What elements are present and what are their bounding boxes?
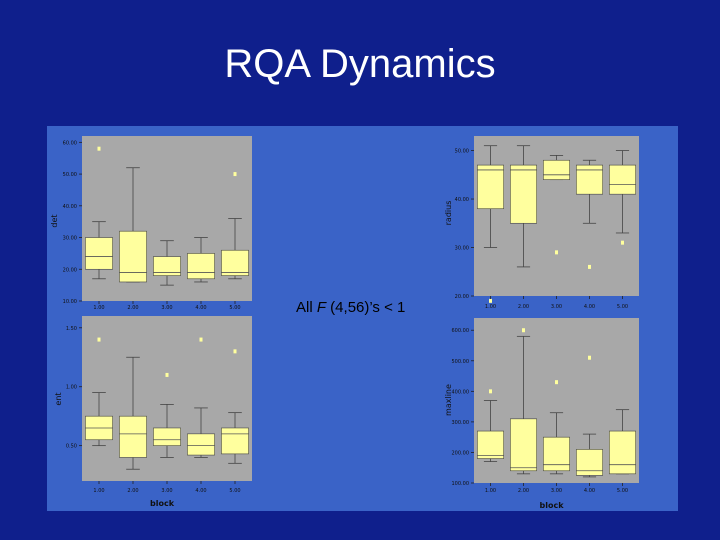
- box: [510, 164, 538, 224]
- x-tick-label: 3.00: [161, 305, 172, 311]
- box: [576, 449, 604, 476]
- radius-boxplot: 20.00 30.00 40.00 50.00 1.00 2.00 3.00 4.00 5.00…: [444, 136, 639, 310]
- y-tick-label: 50.00: [455, 149, 469, 155]
- y-tick-label: 60.00: [63, 140, 77, 146]
- outlier-point: [555, 380, 558, 385]
- y-axis-label: det: [50, 214, 59, 227]
- y-axis-label: ent: [54, 392, 63, 405]
- y-tick-label: 500.00: [452, 359, 470, 365]
- y-tick-label: 1.50: [66, 326, 77, 332]
- x-tick-label: 3.00: [551, 488, 562, 494]
- x-tick-label: 5.00: [229, 488, 240, 494]
- y-tick-label: 20.00: [63, 267, 77, 273]
- x-tick-label: 2.00: [518, 304, 529, 310]
- box: [609, 430, 637, 475]
- x-tick-label: 5.00: [229, 305, 240, 311]
- y-tick-label: 40.00: [455, 197, 469, 203]
- y-tick-label: 50.00: [63, 172, 77, 178]
- anova-f-statistic: F: [316, 299, 327, 316]
- outlier-point: [555, 250, 558, 255]
- box: [187, 253, 215, 280]
- x-tick-label: 4.00: [584, 488, 595, 494]
- y-tick-label: 100.00: [452, 481, 470, 487]
- box: [476, 164, 504, 210]
- outlier-point: [588, 355, 591, 360]
- y-tick-label: 400.00: [452, 389, 470, 395]
- box: [221, 427, 249, 455]
- outlier-point: [489, 298, 492, 303]
- outlier-point: [165, 372, 169, 377]
- y-tick-label: 30.00: [63, 236, 77, 242]
- y-tick-label: 600.00: [452, 328, 470, 334]
- y-axis-label: radius: [444, 201, 453, 226]
- maxline-boxplot: 100.00 200.00 300.00 400.00 500.00 600.00 1.00…: [444, 318, 639, 510]
- box: [609, 164, 637, 195]
- box: [153, 427, 181, 446]
- det-boxplot: 10.00 20.00 30.00 40.00 50.00 60.00 1.00 2.00 3.…: [50, 136, 252, 311]
- y-tick-label: 1.00: [66, 385, 77, 391]
- outlier-point: [621, 240, 624, 245]
- x-tick-label: 1.00: [93, 305, 104, 311]
- outlier-point: [97, 337, 101, 342]
- box: [187, 433, 215, 456]
- outlier-point: [97, 146, 101, 151]
- x-tick-label: 5.00: [617, 304, 628, 310]
- x-axis-label: block: [539, 501, 564, 510]
- y-tick-label: 10.00: [63, 299, 77, 305]
- x-tick-label: 3.00: [551, 304, 562, 310]
- y-tick-label: 40.00: [63, 204, 77, 210]
- box: [543, 436, 571, 472]
- box: [576, 164, 604, 195]
- anova-annotation: All F (4,56)’s < 1: [296, 299, 406, 316]
- x-axis-label: block: [150, 499, 175, 508]
- box: [476, 430, 504, 459]
- box: [510, 418, 538, 472]
- outlier-point: [233, 172, 237, 177]
- x-tick-label: 4.00: [195, 488, 206, 494]
- outlier-point: [489, 389, 492, 394]
- box: [85, 237, 113, 270]
- box: [119, 415, 147, 458]
- x-tick-label: 4.00: [195, 305, 206, 311]
- y-tick-label: 0.50: [66, 444, 77, 450]
- box: [119, 230, 147, 283]
- box: [543, 159, 571, 180]
- x-tick-label: 2.00: [127, 488, 138, 494]
- slide-title: RQA Dynamics: [224, 42, 496, 86]
- y-tick-label: 300.00: [452, 420, 470, 426]
- x-tick-label: 2.00: [127, 305, 138, 311]
- x-tick-label: 1.00: [485, 488, 496, 494]
- outlier-point: [199, 337, 203, 342]
- x-tick-label: 3.00: [161, 488, 172, 494]
- ent-boxplot: 0.50 1.00 1.50 1.00 2.00 3.00 4.00 5.00 ent block: [54, 316, 252, 508]
- x-tick-label: 1.00: [485, 304, 496, 310]
- y-tick-label: 20.00: [455, 294, 469, 300]
- outlier-point: [233, 349, 237, 354]
- y-tick-label: 200.00: [452, 450, 470, 456]
- x-tick-label: 5.00: [617, 488, 628, 494]
- y-tick-label: 30.00: [455, 246, 469, 252]
- x-tick-label: 2.00: [518, 488, 529, 494]
- outlier-point: [522, 328, 525, 333]
- box: [153, 256, 181, 276]
- outlier-point: [588, 264, 591, 269]
- x-tick-label: 4.00: [584, 304, 595, 310]
- x-tick-label: 1.00: [93, 488, 104, 494]
- y-axis-label: maxline: [444, 384, 453, 416]
- chart-panel: 10.00 20.00 30.00 40.00 50.00 60.00 1.00 2.00 3.…: [47, 126, 678, 511]
- box: [221, 249, 249, 276]
